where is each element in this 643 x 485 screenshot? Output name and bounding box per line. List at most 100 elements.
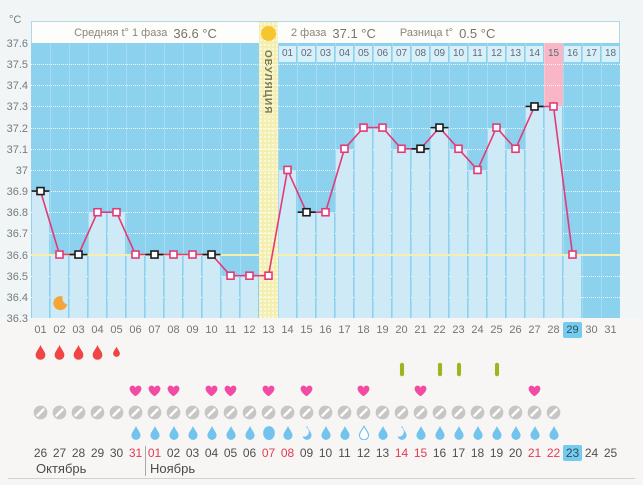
phase2-day-label[interactable]: 01 — [279, 46, 296, 62]
phase2-day-label[interactable]: 18 — [602, 46, 619, 62]
day-column-18[interactable] — [354, 43, 373, 318]
fluid-drop-icon[interactable] — [221, 424, 240, 441]
calendar-date[interactable]: 12 — [356, 446, 371, 460]
medication-capsule-icon[interactable] — [430, 361, 449, 378]
cycle-day-label[interactable]: 03 — [72, 324, 85, 336]
cycle-day-label[interactable]: 27 — [528, 324, 541, 336]
calendar-date[interactable]: 17 — [451, 446, 466, 460]
contraceptive-pill-icon[interactable] — [297, 404, 316, 421]
cycle-day-label[interactable]: 08 — [167, 324, 180, 336]
contraceptive-pill-icon[interactable] — [50, 404, 69, 421]
day-column-30[interactable] — [582, 43, 601, 318]
contraceptive-pill-icon[interactable] — [525, 404, 544, 421]
contraceptive-pill-icon[interactable] — [31, 404, 50, 421]
calendar-date[interactable]: 21 — [527, 446, 542, 460]
calendar-date[interactable]: 27 — [52, 446, 67, 460]
cycle-day-label[interactable]: 21 — [414, 324, 427, 336]
intimacy-heart-icon[interactable] — [221, 382, 240, 399]
contraceptive-pill-icon[interactable] — [183, 404, 202, 421]
cycle-day-label[interactable]: 22 — [433, 324, 446, 336]
contraceptive-pill-icon[interactable] — [316, 404, 335, 421]
calendar-date[interactable]: 10 — [318, 446, 333, 460]
phase2-day-label[interactable]: 15 — [545, 46, 562, 62]
day-column-06[interactable] — [126, 43, 145, 318]
day-column-19[interactable] — [373, 43, 392, 318]
calendar-date[interactable]: 31 — [128, 446, 143, 460]
phase2-day-label[interactable]: 05 — [355, 46, 372, 62]
fluid-drop-icon[interactable] — [525, 424, 544, 441]
cycle-day-label[interactable]: 16 — [319, 324, 332, 336]
cycle-day-label[interactable]: 04 — [91, 324, 104, 336]
contraceptive-pill-icon[interactable] — [354, 404, 373, 421]
fluid-partial-icon[interactable] — [297, 424, 316, 441]
phase2-day-label[interactable]: 17 — [583, 46, 600, 62]
day-column-26[interactable] — [506, 43, 525, 318]
day-column-11[interactable] — [221, 43, 240, 318]
phase2-day-label[interactable]: 03 — [317, 46, 334, 62]
calendar-date[interactable]: 13 — [375, 446, 390, 460]
day-column-22[interactable] — [430, 43, 449, 318]
phase2-day-label[interactable]: 04 — [336, 46, 353, 62]
contraceptive-pill-icon[interactable] — [88, 404, 107, 421]
day-column-10[interactable] — [202, 43, 221, 318]
day-column-13[interactable] — [259, 43, 278, 318]
calendar-date[interactable]: 09 — [299, 446, 314, 460]
cycle-day-label[interactable]: 01 — [34, 324, 47, 336]
day-column-29[interactable] — [563, 43, 582, 318]
fluid-drop-icon[interactable] — [411, 424, 430, 441]
day-column-03[interactable] — [69, 43, 88, 318]
cycle-day-label[interactable]: 18 — [357, 324, 370, 336]
day-column-14[interactable] — [278, 43, 297, 318]
contraceptive-pill-icon[interactable] — [221, 404, 240, 421]
contraceptive-pill-icon[interactable] — [145, 404, 164, 421]
contraceptive-pill-icon[interactable] — [411, 404, 430, 421]
contraceptive-pill-icon[interactable] — [487, 404, 506, 421]
day-column-25[interactable] — [487, 43, 506, 318]
menstruation-icon[interactable] — [88, 343, 107, 360]
contraceptive-pill-icon[interactable] — [107, 404, 126, 421]
cycle-day-label[interactable]: 12 — [243, 324, 256, 336]
day-column-17[interactable] — [335, 43, 354, 318]
calendar-date[interactable]: 16 — [432, 446, 447, 460]
fluid-drop-icon[interactable] — [202, 424, 221, 441]
contraceptive-pill-icon[interactable] — [468, 404, 487, 421]
medication-capsule-icon[interactable] — [487, 361, 506, 378]
phase2-day-label[interactable]: 13 — [507, 46, 524, 62]
fluid-drop-icon[interactable] — [240, 424, 259, 441]
contraceptive-pill-icon[interactable] — [278, 404, 297, 421]
fluid-drop-icon[interactable] — [126, 424, 145, 441]
contraceptive-pill-icon[interactable] — [259, 404, 278, 421]
phase2-day-label[interactable]: 14 — [526, 46, 543, 62]
contraceptive-pill-icon[interactable] — [430, 404, 449, 421]
cycle-day-label[interactable]: 24 — [471, 324, 484, 336]
intimacy-heart-icon[interactable] — [259, 382, 278, 399]
cycle-day-label[interactable]: 14 — [281, 324, 294, 336]
phase2-day-label[interactable]: 09 — [431, 46, 448, 62]
fluid-drop-icon[interactable] — [449, 424, 468, 441]
day-column-16[interactable] — [316, 43, 335, 318]
cycle-day-label[interactable]: 06 — [129, 324, 142, 336]
fluid-drop-icon[interactable] — [487, 424, 506, 441]
cycle-day-label[interactable]: 25 — [490, 324, 503, 336]
intimacy-heart-icon[interactable] — [525, 382, 544, 399]
calendar-date[interactable]: 25 — [603, 446, 618, 460]
cycle-day-label[interactable]: 30 — [585, 324, 598, 336]
cycle-day-label[interactable]: 26 — [509, 324, 522, 336]
contraceptive-pill-icon[interactable] — [69, 404, 88, 421]
calendar-date[interactable]: 14 — [394, 446, 409, 460]
calendar-date[interactable]: 08 — [280, 446, 295, 460]
phase2-day-label[interactable]: 16 — [564, 46, 581, 62]
day-column-20[interactable] — [392, 43, 411, 318]
calendar-date[interactable]: 26 — [33, 446, 48, 460]
phase2-day-label[interactable]: 02 — [298, 46, 315, 62]
phase2-day-label[interactable]: 11 — [469, 46, 486, 62]
cycle-day-label[interactable]: 10 — [205, 324, 218, 336]
fluid-drop-icon[interactable] — [430, 424, 449, 441]
day-column-15[interactable] — [297, 43, 316, 318]
phase2-day-label[interactable]: 07 — [393, 46, 410, 62]
fluid-heavy-icon[interactable] — [259, 424, 278, 441]
day-column-12[interactable] — [240, 43, 259, 318]
calendar-date[interactable]: 11 — [338, 446, 351, 460]
contraceptive-pill-icon[interactable] — [373, 404, 392, 421]
calendar-date[interactable]: 20 — [508, 446, 523, 460]
